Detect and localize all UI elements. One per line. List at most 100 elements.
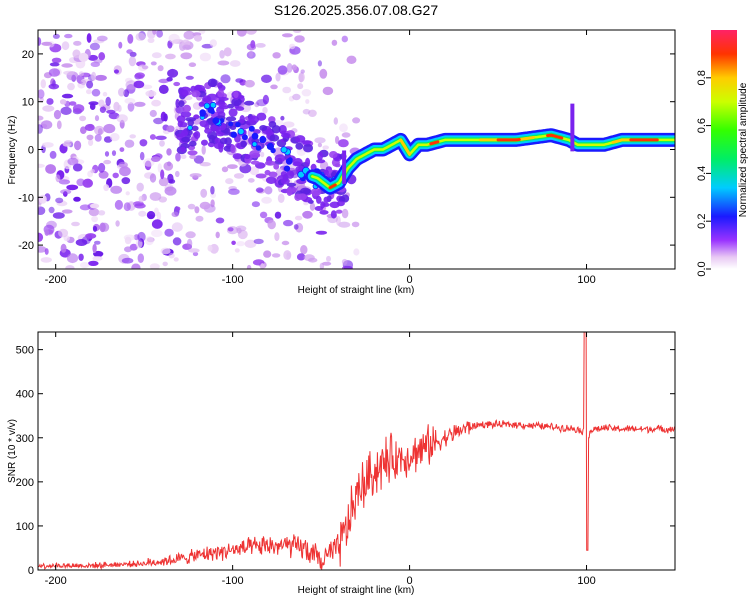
spectrogram-noise-blob <box>61 93 74 99</box>
spectrogram-band-blob <box>214 137 221 143</box>
spectrogram-noise-blob <box>78 71 84 77</box>
spectrogram-noise-blob <box>151 219 163 229</box>
spectrogram-noise-blob <box>166 148 172 156</box>
spectrogram-noise-blob <box>200 188 208 198</box>
spectrogram-noise-blob <box>302 108 311 115</box>
spectrogram-ridge-hot <box>611 138 633 144</box>
snr-frame <box>37 331 676 571</box>
spectrogram-noise-blob <box>38 124 43 134</box>
spectrogram-noise-blob <box>121 177 131 185</box>
spectrogram-noise-blob <box>183 30 195 40</box>
colorbar-tick-label: 0.2 <box>696 214 708 229</box>
spectrogram-noise-blob <box>246 264 252 269</box>
spectrogram-band-blob <box>191 90 201 98</box>
spectrogram-noise-blob <box>97 128 103 136</box>
snr-panel: -200 -100 0 100 0 100 200 300 400 500 Height of s… <box>7 331 676 596</box>
spectrogram-noise-blob <box>88 139 94 146</box>
spectrogram-noise-blob <box>79 115 87 122</box>
spectrogram-noise-blob <box>96 35 108 42</box>
spectrogram-noise-blob <box>303 201 309 206</box>
spectrogram-band-blob <box>230 144 236 154</box>
spectrogram-band-blob <box>187 150 198 156</box>
spectrogram-noise-blob <box>283 219 294 227</box>
spectrogram-noise-blob <box>93 59 103 64</box>
spectrogram-band-blob <box>295 142 304 150</box>
spectrogram-noise-blob <box>162 261 168 267</box>
spectrogram-band-blob <box>255 173 267 179</box>
spectrogram-band-blob <box>229 125 237 130</box>
spectrogram-noise-blob <box>55 174 61 183</box>
spectrogram-band-blob <box>274 154 286 163</box>
spectrogram-band-blob <box>286 182 297 187</box>
spectrogram-noise-blob <box>74 140 82 151</box>
snr-y-tick-label: 500 <box>16 345 34 357</box>
spectrogram-noise-blob <box>215 231 220 239</box>
spectrogram-noise-blob <box>124 246 132 253</box>
spectrogram-noise-blob <box>92 243 97 254</box>
spectrogram-noise-blob <box>149 134 156 140</box>
spectrogram-peak-point <box>203 102 211 110</box>
spectrogram-noise-blob <box>141 84 153 90</box>
spectrogram-band-blob <box>199 120 209 128</box>
spectrogram-noise-blob <box>128 56 137 67</box>
spectrogram-noise-blob <box>38 163 45 168</box>
spectrogram-noise-blob <box>134 72 145 79</box>
spectrogram-noise-blob <box>195 215 204 222</box>
spectrogram-band-blob <box>233 91 239 99</box>
spectrogram-noise-blob <box>79 204 91 211</box>
spectrogram-noise-blob <box>168 179 176 184</box>
spectrogram-noise-blob <box>260 151 265 158</box>
spectrogram-noise-blob <box>90 203 100 209</box>
spectrogram-noise-blob <box>118 161 128 168</box>
spectrogram-band-blob <box>316 159 326 164</box>
spectrogram-noise-blob <box>215 217 225 224</box>
spectrogram-band-blob <box>189 140 197 147</box>
spectrogram-band-blob <box>338 139 349 148</box>
spectrogram-noise-blob <box>281 33 293 38</box>
spectrogram-noise-blob <box>46 98 54 105</box>
spectrogram-x-tick-label: 100 <box>577 274 595 286</box>
spectrogram-band-blob <box>198 101 205 107</box>
spectrogram-noise-blob <box>103 159 112 165</box>
spectrogram-noise-blob <box>244 239 257 248</box>
snr-y-tick-label: 200 <box>16 477 34 489</box>
spectrogram-noise-blob <box>84 124 95 131</box>
spectrogram-band-blob <box>280 178 290 185</box>
spectrogram-noise-blob <box>38 232 44 242</box>
spectrogram-band-blob <box>292 187 297 193</box>
spectrogram-noise-blob <box>157 65 164 72</box>
spectrogram-noise-blob <box>223 47 232 57</box>
spectrogram-band-blob <box>322 202 330 207</box>
spectrogram-band-blob <box>273 163 280 170</box>
spectrogram-band-blob <box>215 101 226 106</box>
spectrogram-noise-blob <box>78 52 89 62</box>
spectrogram-noise-blob <box>94 134 102 142</box>
spectrogram-peak-point <box>280 146 288 154</box>
spectrogram-noise-blob <box>227 227 234 232</box>
spectrogram-band-blob <box>178 89 189 97</box>
spectrogram-noise-blob <box>192 251 199 257</box>
spectrogram-noise-blob <box>221 166 229 173</box>
spectrogram-noise-blob <box>233 173 245 179</box>
spectrogram-noise-blob <box>60 243 67 253</box>
spectrogram-band-blob <box>244 153 251 160</box>
spectrogram-noise-blob <box>91 71 97 81</box>
spectrogram-noise-blob <box>153 117 164 125</box>
spectrogram-ridge-hot <box>399 138 412 156</box>
spectrogram-noise-blob <box>261 74 272 84</box>
spectrogram-noise-blob <box>189 173 202 178</box>
colorbar-tick-label: 0.8 <box>696 70 708 85</box>
spectrogram-noise-blob <box>277 65 288 75</box>
spectrogram-noise-blob <box>38 89 45 99</box>
spectrogram-noise-blob <box>150 61 157 66</box>
spectrogram-noise-blob <box>333 117 338 125</box>
spectrogram-noise-blob <box>98 52 106 61</box>
spectrogram-noise-blob <box>182 44 192 51</box>
spectrogram-noise-blob <box>52 33 60 39</box>
snr-x-tick-label: 100 <box>577 575 595 587</box>
spectrogram-band-blob <box>316 195 322 204</box>
spectrogram-noise-blob <box>94 115 100 122</box>
spectrogram-noise-blob <box>89 103 96 110</box>
spectrogram-band-blob <box>232 153 243 160</box>
